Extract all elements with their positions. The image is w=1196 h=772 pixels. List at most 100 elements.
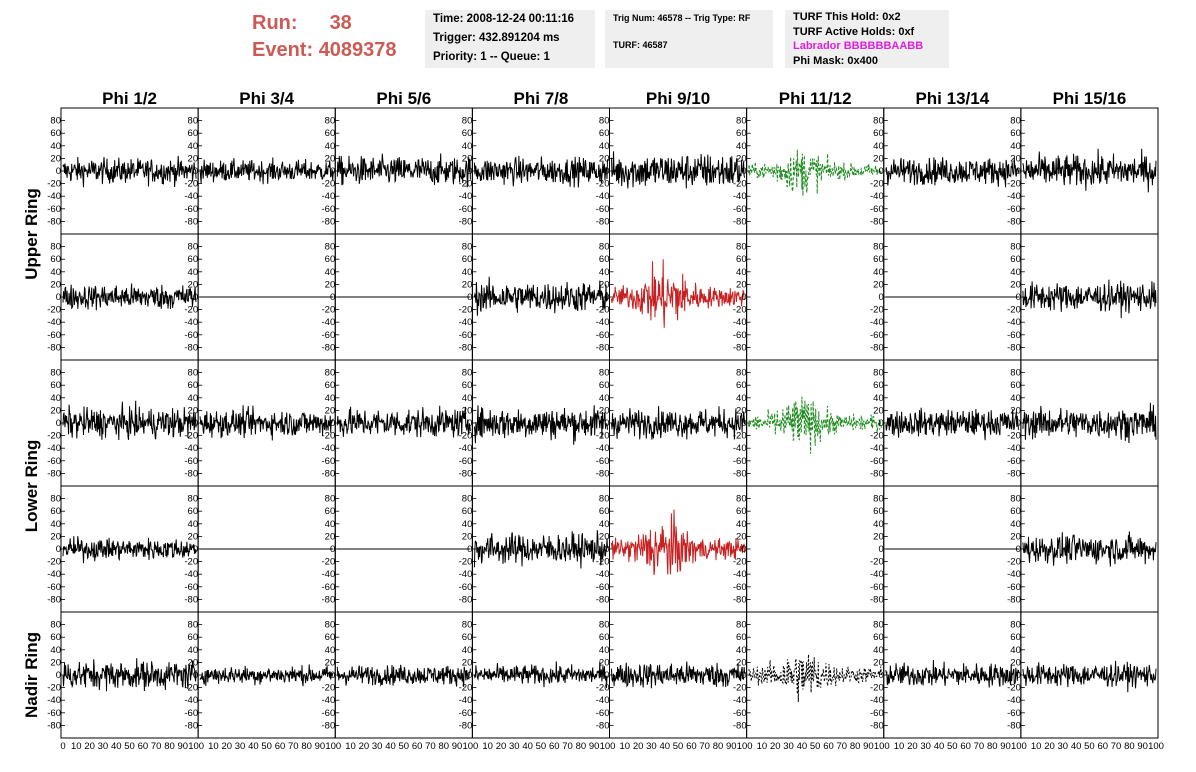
y-tick-label: 0	[56, 670, 61, 681]
waveform-trace	[1022, 148, 1157, 193]
y-tick-label: -80	[1007, 216, 1021, 227]
phi-mask-text: Phi Mask: 0x400	[793, 54, 878, 67]
y-tick-label: -40	[733, 695, 747, 706]
y-tick-label: -40	[184, 695, 198, 706]
x-tick-label: 20	[221, 741, 232, 752]
waveform-trace	[611, 509, 746, 576]
y-tick-label: -40	[184, 317, 198, 328]
y-tick-label: 20	[188, 153, 199, 164]
y-tick-label: 0	[604, 292, 609, 303]
y-tick-label: -20	[596, 305, 610, 316]
y-tick-label: -80	[733, 594, 747, 605]
column-header: Phi 13/14	[915, 89, 989, 108]
y-tick-label: 40	[188, 393, 199, 404]
run-value: 38	[329, 12, 352, 34]
x-tick-label: 100	[1148, 741, 1164, 752]
x-tick-label: 70	[425, 741, 436, 752]
y-tick-label: 60	[188, 380, 199, 391]
x-tick-label: 0	[60, 741, 65, 752]
y-tick-label: -20	[322, 683, 336, 694]
y-tick-label: -60	[1007, 330, 1021, 341]
y-tick-label: 0	[56, 166, 61, 177]
y-tick-label: 0	[467, 418, 472, 429]
y-tick-label: -60	[596, 708, 610, 719]
column-header: Phi 11/12	[779, 89, 852, 108]
y-tick-label: 80	[599, 116, 610, 127]
y-tick-label: -80	[47, 720, 61, 731]
y-tick-label: 20	[736, 405, 747, 416]
y-tick-label: 80	[599, 494, 610, 505]
x-tick-label: 10	[620, 741, 631, 752]
y-tick-label: 40	[50, 645, 61, 656]
y-tick-label: -20	[733, 179, 747, 190]
y-tick-label: -40	[596, 443, 610, 454]
y-tick-label: -60	[47, 708, 61, 719]
y-tick-label: 0	[467, 166, 472, 177]
y-tick-label: 0	[56, 292, 61, 303]
y-tick-label: 80	[873, 494, 884, 505]
y-tick-label: 80	[599, 620, 610, 631]
x-tick-label: 20	[496, 741, 507, 752]
y-tick-label: 80	[873, 116, 884, 127]
event-value: 4089378	[318, 39, 397, 61]
y-tick-label: 20	[188, 405, 199, 416]
y-tick-label: 20	[462, 153, 473, 164]
y-tick-label: -80	[1007, 468, 1021, 479]
y-tick-label: 20	[50, 279, 61, 290]
y-tick-label: 60	[188, 254, 199, 265]
y-tick-label: -40	[459, 443, 473, 454]
waveform-trace	[1022, 402, 1157, 444]
y-tick-label: 0	[604, 670, 609, 681]
y-tick-label: -80	[733, 720, 747, 731]
y-tick-label: 0	[330, 670, 335, 681]
y-tick-label: -40	[733, 191, 747, 202]
y-tick-label: -40	[596, 569, 610, 580]
x-tick-label: 100	[874, 741, 890, 752]
x-tick-label: 70	[151, 741, 162, 752]
y-tick-label: 60	[873, 506, 884, 517]
y-tick-label: -60	[322, 708, 336, 719]
y-tick-label: 80	[188, 494, 199, 505]
y-tick-label: -80	[459, 468, 473, 479]
y-tick-label: 80	[736, 116, 747, 127]
column-header: Phi 5/6	[376, 89, 431, 108]
y-tick-label: 80	[50, 116, 61, 127]
y-tick-label: -20	[322, 557, 336, 568]
y-tick-label: 60	[873, 632, 884, 643]
y-tick-label: -20	[184, 557, 198, 568]
y-tick-label: 40	[325, 393, 336, 404]
column-header: Phi 1/2	[102, 89, 157, 108]
y-tick-label: -60	[733, 582, 747, 593]
x-tick-label: 50	[399, 741, 410, 752]
y-tick-label: -40	[459, 569, 473, 580]
y-tick-label: 20	[325, 279, 336, 290]
y-tick-label: 20	[873, 531, 884, 542]
y-tick-label: 60	[462, 254, 473, 265]
x-tick-label: 20	[770, 741, 781, 752]
y-tick-label: 0	[878, 544, 883, 555]
y-tick-label: 20	[599, 153, 610, 164]
y-tick-label: -20	[459, 683, 473, 694]
y-tick-label: 80	[873, 620, 884, 631]
y-tick-label: -20	[733, 683, 747, 694]
y-tick-label: 20	[325, 657, 336, 668]
y-tick-label: -20	[596, 431, 610, 442]
y-tick-label: 40	[599, 267, 610, 278]
x-tick-label: 10	[1031, 741, 1042, 752]
y-tick-label: -80	[870, 216, 884, 227]
y-tick-label: 60	[325, 254, 336, 265]
x-tick-label: 40	[934, 741, 945, 752]
y-tick-label: 60	[736, 128, 747, 139]
y-tick-label: 20	[1010, 279, 1021, 290]
y-tick-label: 20	[188, 657, 199, 668]
y-tick-label: -80	[322, 342, 336, 353]
y-tick-label: -20	[322, 179, 336, 190]
y-tick-label: -60	[733, 456, 747, 467]
y-tick-label: 80	[325, 368, 336, 379]
y-tick-label: -60	[733, 204, 747, 215]
y-tick-label: 20	[188, 531, 199, 542]
y-tick-label: -60	[459, 330, 473, 341]
x-tick-label: 10	[894, 741, 905, 752]
x-tick-label: 10	[757, 741, 768, 752]
